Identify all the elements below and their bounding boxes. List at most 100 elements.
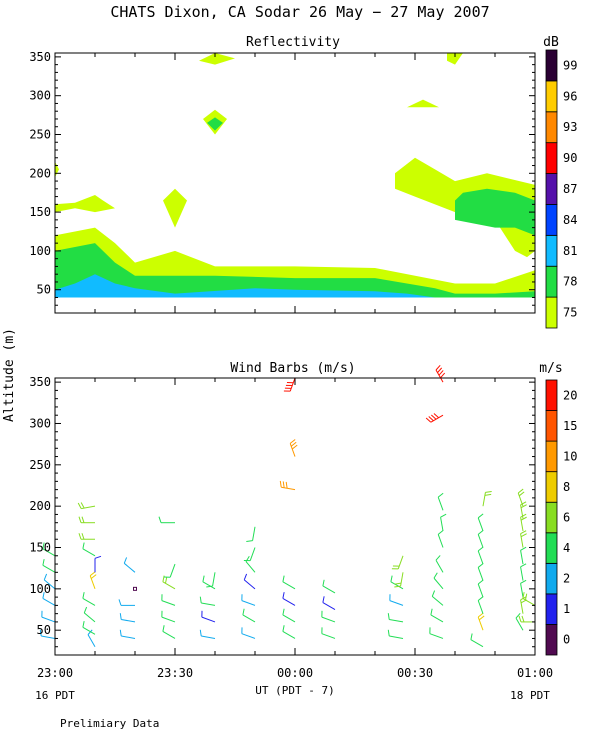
colorbar-swatch [545, 173, 558, 205]
wind-barb [477, 612, 485, 631]
barb-staff [42, 548, 56, 557]
barb-staff [389, 600, 404, 606]
wind-barb [199, 629, 216, 639]
wind-barb [520, 501, 527, 519]
wind-barb [162, 625, 176, 639]
barb-feather [518, 491, 525, 497]
barb-feather [289, 439, 296, 444]
y-tick-label: 50 [37, 283, 51, 297]
wind-barb [522, 592, 536, 606]
barb-feather [470, 633, 473, 640]
wind-barb [246, 526, 256, 543]
barb-feather [433, 413, 440, 419]
wind-barb [119, 613, 136, 623]
figure-title: CHATS Dixon, CA Sodar 26 May − 27 May 20… [110, 3, 489, 21]
barb-feather [42, 542, 45, 549]
wind-barb [282, 625, 296, 639]
wind-barb [202, 575, 216, 590]
barb-feather [484, 493, 492, 496]
barb-staff [435, 559, 444, 573]
barb-staff [89, 575, 96, 590]
wind-barb [477, 596, 484, 614]
barb-feather [387, 629, 390, 637]
colorbar-label: 4 [563, 541, 570, 555]
barb-staff [289, 377, 296, 392]
barb-feather [290, 441, 297, 447]
contour-region-75db [163, 188, 187, 228]
barb-feather [477, 596, 484, 601]
barb-staff [520, 599, 524, 614]
wind-barbs-plot: 50 100 150 200 250 300 350 23:00 23:30 00:00 00:30… [29, 364, 553, 680]
wind-barb [321, 610, 336, 623]
barb-feather [119, 629, 122, 637]
wind-barb [243, 573, 256, 590]
wind-barb [289, 439, 298, 457]
y-tick-label: 150 [29, 205, 51, 219]
barb-staff [281, 486, 296, 491]
wind-barb [282, 608, 296, 623]
y-tick-label: 350 [29, 375, 51, 389]
barb-feather [440, 513, 447, 518]
x-tick-label: 00:00 [277, 666, 313, 680]
colorbar-swatch [545, 296, 558, 329]
wind-barb [282, 575, 296, 590]
barb-feather [522, 592, 525, 599]
barb-feather [119, 613, 122, 620]
wind-barb [77, 502, 96, 510]
barb-staff [431, 596, 444, 606]
barb-feather [83, 606, 88, 614]
barb-feather [517, 488, 524, 494]
barb-staff [322, 585, 336, 594]
colorbar-label: 84 [563, 213, 577, 227]
barb-staff [322, 602, 336, 610]
colorbar-swatch [545, 49, 558, 82]
barb-staff [161, 616, 176, 623]
barb-feather [77, 502, 82, 509]
colorbar-label: 99 [563, 58, 577, 72]
barb-feather [515, 613, 521, 619]
barb-staff [522, 597, 536, 606]
colorbar-label: 87 [563, 182, 577, 196]
wind-barb [158, 516, 175, 524]
barb-staff [243, 579, 256, 590]
colorbar-swatch [545, 410, 558, 442]
wind-barb [201, 610, 216, 623]
wind-barb [477, 546, 484, 565]
wind-barb [161, 594, 176, 606]
barb-feather [158, 516, 162, 523]
barb-feather [202, 575, 205, 582]
wind-barbs-title: Wind Barbs (m/s) [230, 361, 355, 376]
wind-barb [42, 559, 56, 573]
wind-units-label: m/s [539, 361, 562, 376]
barb-feather [89, 571, 96, 577]
barb-staff [520, 583, 524, 598]
barb-staff [482, 492, 486, 507]
colorbar-label: 8 [563, 480, 570, 494]
barb-staff [477, 616, 484, 631]
barb-feather [520, 513, 527, 518]
barb-staff [81, 505, 96, 510]
barb-staff [123, 562, 136, 573]
colorbar-swatch [545, 440, 558, 473]
wind-barb [425, 413, 444, 423]
colorbar-swatch [545, 562, 558, 595]
barb-feather [164, 577, 168, 584]
barb-staff [515, 617, 524, 631]
barb-feather [78, 533, 82, 540]
wind-barb [390, 575, 404, 590]
barb-staff [201, 635, 216, 639]
barb-feather [282, 625, 285, 632]
barb-feather [520, 563, 527, 568]
barb-staff [242, 614, 256, 623]
contour-region-75db [55, 161, 59, 178]
barb-feather [285, 481, 288, 489]
wind-barb [470, 633, 484, 648]
barb-feather [518, 615, 522, 623]
wind-barb [161, 610, 176, 623]
colorbar-label: 6 [563, 511, 570, 525]
x-tick-label: 23:00 [37, 666, 73, 680]
barb-feather [246, 540, 253, 543]
y-tick-label: 200 [29, 499, 51, 513]
barb-staff [520, 504, 524, 519]
barb-feather [322, 579, 325, 587]
